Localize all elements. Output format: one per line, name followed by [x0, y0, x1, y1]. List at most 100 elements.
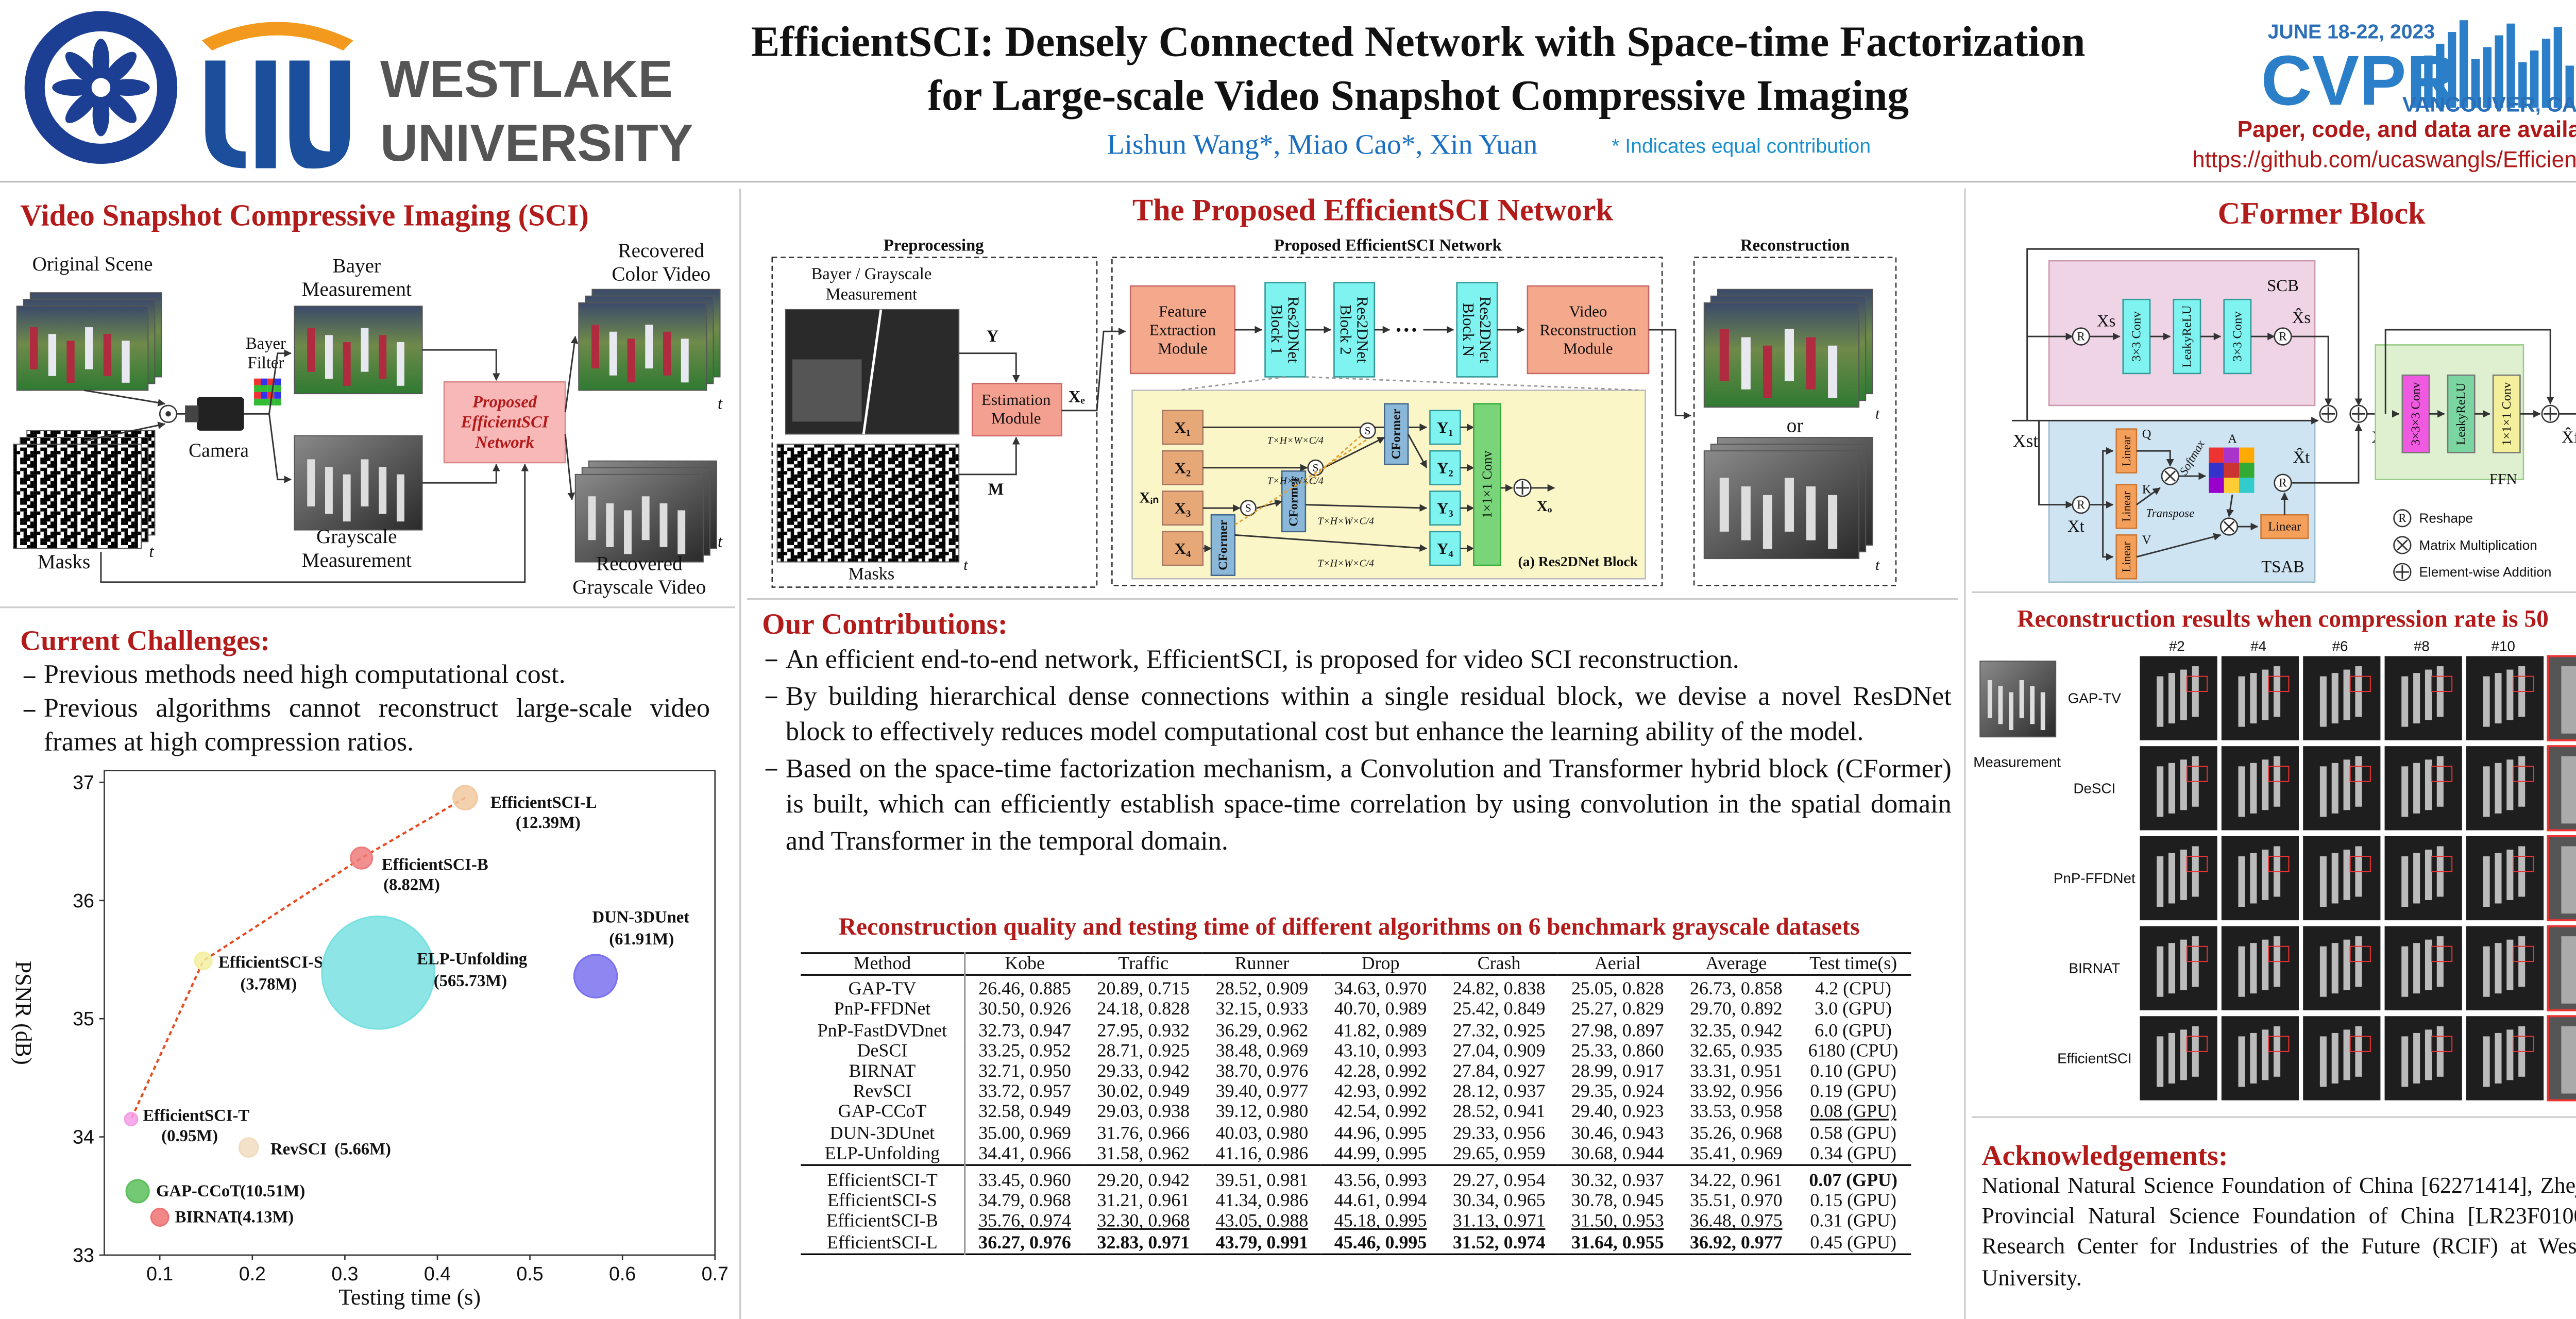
table-cell: 28.52, 0.941 — [1452, 1103, 1546, 1123]
image-detail — [792, 359, 862, 422]
image-detail — [1828, 345, 1838, 398]
challenges-list: Previous methods need high computational… — [20, 660, 710, 760]
image-detail — [2262, 849, 2269, 900]
arrow — [564, 335, 579, 413]
arrow — [422, 463, 500, 484]
point-size-label: (8.82M) — [383, 875, 440, 894]
bayer-cell — [261, 378, 268, 385]
table-cell: 32.30, 0.968 — [1097, 1212, 1190, 1232]
table-cell: 34.63, 0.970 — [1334, 979, 1427, 1000]
section-title: CFormer Block — [2218, 196, 2426, 231]
label: Q — [2142, 427, 2151, 441]
point-size-label: (61.91M) — [609, 930, 674, 949]
label: Filter — [248, 353, 284, 372]
x-tick-label: 0.1 — [146, 1263, 173, 1284]
image-detail — [1784, 478, 1794, 532]
table-cell: 41.34, 0.986 — [1215, 1191, 1309, 1212]
label: Reconstruction — [1740, 236, 1850, 255]
zoom-box — [2431, 856, 2453, 872]
label: Transpose — [2146, 506, 2194, 519]
image-detail — [2495, 1033, 2502, 1084]
table-cell: 24.18, 0.828 — [1097, 1000, 1190, 1021]
image-detail — [2483, 676, 2490, 727]
arrow — [84, 390, 166, 407]
method-cell: EfficientSCI-S — [801, 1191, 965, 1212]
x-split-box — [1162, 450, 1204, 485]
table-cell: 26.46, 0.885 — [978, 979, 1071, 1000]
image-detail — [361, 328, 369, 372]
table-cell: 27.95, 0.932 — [1097, 1020, 1190, 1041]
image-detail — [2168, 853, 2176, 904]
recon-frame — [2140, 746, 2217, 831]
label: 1×1×1 Conv — [2500, 382, 2514, 446]
label: R — [2077, 330, 2086, 343]
scb-layer — [2122, 298, 2151, 375]
table-cell: 0.07 (GPU) — [1809, 1171, 1897, 1191]
table-cell: 28.71, 0.925 — [1097, 1041, 1190, 1061]
table-cell: 36.27, 0.976 — [978, 1232, 1071, 1253]
label: t — [1875, 557, 1880, 573]
label: Preprocessing — [884, 236, 984, 255]
fem-box — [1129, 285, 1236, 375]
image-detail — [2157, 676, 2164, 727]
bubble — [194, 951, 213, 970]
label: R — [2398, 512, 2406, 525]
image-detail — [2561, 1026, 2576, 1094]
attention-cell — [2239, 462, 2255, 478]
operator-mark — [165, 411, 171, 417]
image-detail — [2250, 1033, 2257, 1084]
section-title: Video Snapshot Compressive Imaging (SCI) — [20, 198, 589, 232]
label: Linear — [2120, 542, 2133, 572]
label: WESTLAKE — [380, 50, 673, 108]
label: 3×3 Conv — [2129, 311, 2143, 362]
table-cell: 42.93, 0.992 — [1334, 1082, 1427, 1103]
point-label: EfficientSCI-B — [382, 855, 488, 874]
image-detail — [2483, 946, 2490, 997]
image-detail — [2413, 853, 2420, 904]
image-detail — [2343, 759, 2350, 810]
zoom-box — [2513, 675, 2534, 692]
x-tick-label: 0.6 — [609, 1263, 636, 1284]
label: Res2DNet — [1477, 296, 1495, 363]
row-label: PnP-FFDNet — [2054, 870, 2136, 886]
recon-frame — [2303, 926, 2381, 1010]
image-detail — [1719, 329, 1729, 381]
table-cell: 6.0 (GPU) — [1815, 1020, 1892, 1041]
image-detail — [2331, 1033, 2338, 1084]
label: Y — [987, 327, 999, 346]
table-cell: 31.52, 0.974 — [1452, 1232, 1546, 1253]
label: EfficientSCI — [461, 413, 549, 432]
image-detail — [2238, 946, 2245, 997]
recon-frame — [2140, 926, 2217, 1010]
table-cell: 28.12, 0.937 — [1452, 1082, 1546, 1103]
zoom-line — [1177, 376, 1285, 392]
arrow — [1407, 433, 1428, 468]
table-cell: 31.21, 0.961 — [1097, 1191, 1190, 1212]
arrow — [2038, 420, 2074, 509]
image-detail — [645, 325, 653, 369]
zoom-box — [2349, 1036, 2371, 1052]
table-cell: 31.13, 0.971 — [1452, 1212, 1546, 1232]
westlake-u — [205, 60, 350, 169]
skyline — [2541, 39, 2551, 108]
section-title: Reconstruction results when compression … — [2017, 606, 2549, 633]
image-detail — [2319, 1036, 2327, 1087]
image-detail — [2401, 766, 2409, 817]
label: Block 1 — [1268, 305, 1286, 354]
table-cell: 34.22, 0.961 — [1690, 1171, 1783, 1191]
westlake-arc — [201, 22, 353, 50]
table-row: ELP-Unfolding 34.41, 0.966 31.58, 0.962 41.… — [801, 1143, 1911, 1165]
image-detail — [2483, 856, 2490, 907]
label: t — [963, 557, 968, 573]
method-cell: DeSCI — [801, 1041, 965, 1062]
table-row: GAP-TV 26.46, 0.885 20.89, 0.715 28.52, 0.9… — [801, 975, 1911, 1000]
image-detail — [2238, 676, 2245, 727]
recon-frame — [2466, 926, 2544, 1010]
arrow — [959, 436, 1020, 476]
image-detail — [2157, 1036, 2164, 1087]
point-label: BIRNAT — [175, 1208, 240, 1227]
bayer-cell — [261, 392, 268, 399]
label: T×H×W×C/4 — [1267, 476, 1324, 486]
table-cell: 30.02, 0.949 — [1097, 1082, 1190, 1103]
